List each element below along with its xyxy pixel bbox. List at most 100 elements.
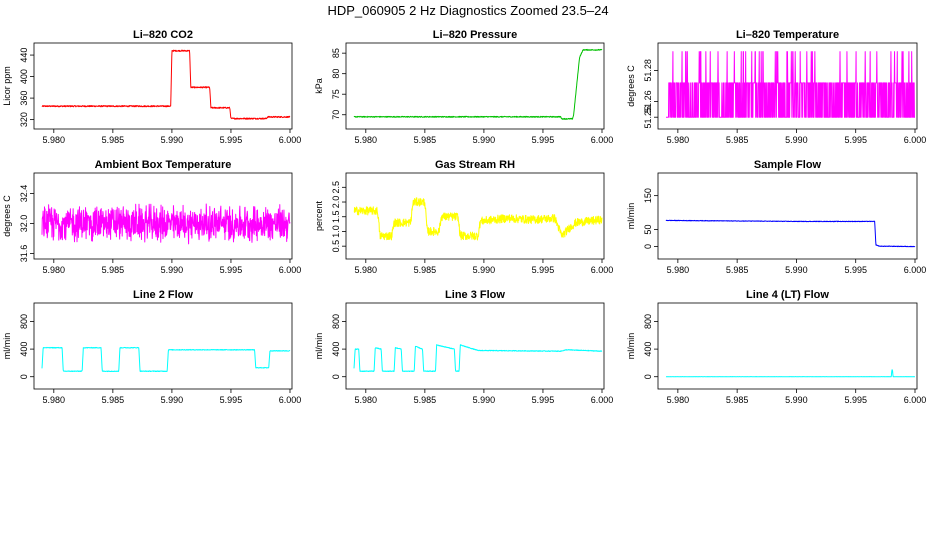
series-line xyxy=(353,48,603,120)
y-tick-label: 360 xyxy=(19,91,29,106)
plot-frame xyxy=(345,42,605,130)
y-tick-label: 80 xyxy=(331,69,341,79)
y-tick-label: 0 xyxy=(643,374,653,379)
series-line xyxy=(41,346,291,373)
y-tick-label: 32.4 xyxy=(19,185,29,203)
plot-frame xyxy=(657,302,918,390)
y-tick-label: 50 xyxy=(643,225,653,235)
y-tick-label: 75 xyxy=(331,89,341,99)
y-tick-label: 70 xyxy=(331,110,341,120)
y-axis-label: Licor ppm xyxy=(2,66,12,106)
y-tick-label: 0.5 xyxy=(331,240,341,253)
x-tick-label: 5.990 xyxy=(161,135,184,145)
x-tick-label: 5.995 xyxy=(844,265,867,275)
series-line xyxy=(353,197,603,241)
chart-panel: Line 3 Flow ml/min 5.980 5.985 5.990 5.995 6.0… xyxy=(314,289,613,405)
x-tick-label: 5.990 xyxy=(785,395,808,405)
y-axis-label: ml/min xyxy=(626,203,636,230)
panel-title: Gas Stream RH xyxy=(435,159,515,171)
x-tick-label: 5.985 xyxy=(414,395,437,405)
y-tick-label: 800 xyxy=(643,314,653,329)
x-tick-label: 6.000 xyxy=(279,265,302,275)
x-tick-label: 5.980 xyxy=(43,395,66,405)
x-tick-label: 5.985 xyxy=(414,135,437,145)
x-tick-label: 5.985 xyxy=(102,265,125,275)
plot-frame xyxy=(345,302,605,390)
plot-frame xyxy=(33,172,293,260)
y-tick-label: 31.6 xyxy=(19,245,29,263)
y-tick-label: 2.0 xyxy=(331,196,341,209)
x-tick-label: 5.990 xyxy=(473,395,496,405)
y-tick-label: 400 xyxy=(19,69,29,84)
x-tick-label: 5.985 xyxy=(102,135,125,145)
plot-frame xyxy=(657,172,918,260)
figure-title: HDP_060905 2 Hz Diagnostics Zoomed 23.5–… xyxy=(327,3,608,18)
series-line xyxy=(41,203,291,245)
y-axis-label: degrees C xyxy=(626,65,636,107)
y-tick-label: 1.0 xyxy=(331,225,341,238)
x-tick-label: 5.990 xyxy=(161,395,184,405)
y-tick-label: 51.25 xyxy=(643,106,653,129)
y-tick-label: 400 xyxy=(19,342,29,357)
y-tick-label: 400 xyxy=(643,342,653,357)
y-tick-label: 400 xyxy=(331,342,341,357)
y-tick-label: 51.28 xyxy=(643,59,653,82)
chart-panel: Li–820 Pressure kPa 5.980 5.985 5.990 5.995 6.… xyxy=(314,29,613,145)
y-axis-label: degrees C xyxy=(2,195,12,237)
panel-title: Li–820 Temperature xyxy=(736,29,839,41)
y-tick-label: 800 xyxy=(331,314,341,329)
x-tick-label: 5.980 xyxy=(355,135,378,145)
y-tick-label: 51.26 xyxy=(643,90,653,113)
x-tick-label: 5.995 xyxy=(220,135,243,145)
x-tick-label: 5.990 xyxy=(161,265,184,275)
x-tick-label: 5.985 xyxy=(414,265,437,275)
chart-panel: Line 2 Flow ml/min 5.980 5.985 5.990 5.995 6.0… xyxy=(2,289,301,405)
series-line xyxy=(665,369,916,378)
y-tick-label: 320 xyxy=(19,112,29,127)
x-tick-label: 5.985 xyxy=(102,395,125,405)
x-tick-label: 5.990 xyxy=(785,135,808,145)
series-line xyxy=(665,51,916,118)
series-line xyxy=(665,219,916,248)
y-tick-label: 440 xyxy=(19,48,29,63)
plot-frame xyxy=(345,172,605,260)
chart-panel: Ambient Box Temperature degrees C 5.980 5.9… xyxy=(2,159,301,275)
x-tick-label: 6.000 xyxy=(591,135,614,145)
chart-panel: Sample Flow ml/min 5.980 5.985 5.990 5.995 6.0… xyxy=(626,159,926,275)
panel-title: Line 3 Flow xyxy=(445,289,505,301)
y-tick-label: 85 xyxy=(331,48,341,58)
panel-title: Line 2 Flow xyxy=(133,289,193,301)
y-axis-label: ml/min xyxy=(626,333,636,360)
x-tick-label: 5.995 xyxy=(844,135,867,145)
x-tick-label: 5.995 xyxy=(532,395,555,405)
x-tick-label: 5.995 xyxy=(532,135,555,145)
y-tick-label: 1.5 xyxy=(331,210,341,223)
plot-frame xyxy=(657,42,918,130)
chart-panel: Line 4 (LT) Flow ml/min 5.980 5.985 5.990 5.9… xyxy=(626,289,926,405)
x-tick-label: 5.995 xyxy=(844,395,867,405)
x-tick-label: 6.000 xyxy=(904,395,927,405)
x-tick-label: 6.000 xyxy=(279,135,302,145)
x-tick-label: 6.000 xyxy=(904,135,927,145)
x-tick-label: 5.980 xyxy=(355,265,378,275)
y-tick-label: 0 xyxy=(19,374,29,379)
chart-panel: Li–820 CO2 Licor ppm 5.980 5.985 5.990 5.995 6… xyxy=(2,29,301,145)
y-tick-label: 2.5 xyxy=(331,181,341,194)
y-tick-label: 800 xyxy=(19,314,29,329)
panel-title: Sample Flow xyxy=(754,159,822,171)
chart-panel: Gas Stream RH percent 5.980 5.985 5.990 5.995… xyxy=(314,159,613,275)
x-tick-label: 5.980 xyxy=(667,265,690,275)
x-tick-label: 6.000 xyxy=(591,265,614,275)
x-tick-label: 5.990 xyxy=(785,265,808,275)
panel-grid: Li–820 CO2 Licor ppm 5.980 5.985 5.990 5.995 6… xyxy=(2,29,926,405)
x-tick-label: 6.000 xyxy=(279,395,302,405)
x-tick-label: 5.980 xyxy=(43,265,66,275)
y-tick-label: 0 xyxy=(331,374,341,379)
plot-frame xyxy=(33,42,293,130)
y-tick-label: 32.0 xyxy=(19,215,29,233)
x-tick-label: 5.985 xyxy=(726,395,749,405)
series-line xyxy=(41,49,291,120)
y-axis-label: ml/min xyxy=(314,333,324,360)
panel-title: Li–820 CO2 xyxy=(133,29,193,41)
